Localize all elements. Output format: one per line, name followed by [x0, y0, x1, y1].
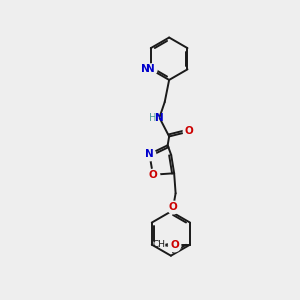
- Text: N: N: [155, 113, 164, 123]
- Text: N: N: [145, 149, 154, 159]
- Text: H: H: [149, 112, 157, 123]
- Text: N: N: [146, 64, 155, 74]
- Text: N: N: [141, 64, 150, 74]
- Text: O: O: [184, 126, 193, 136]
- Text: O: O: [170, 240, 179, 250]
- Text: O: O: [148, 170, 157, 180]
- Text: O: O: [169, 202, 178, 212]
- Text: CH₃: CH₃: [152, 240, 169, 249]
